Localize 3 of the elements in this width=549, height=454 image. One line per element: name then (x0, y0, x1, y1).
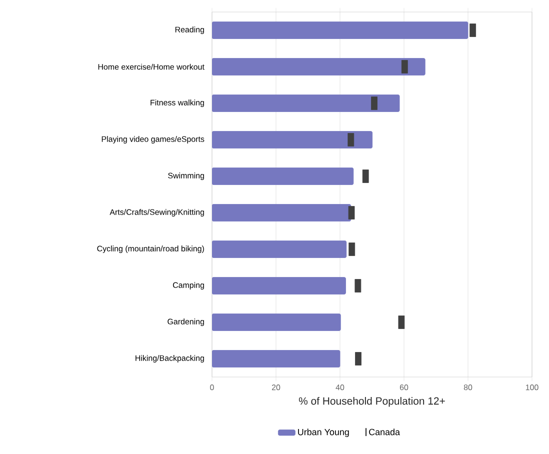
legend-label: Canada (369, 428, 400, 436)
x-axis-title: % of Household Population 12+ (298, 397, 445, 407)
legend-label: Urban Young (298, 428, 349, 437)
